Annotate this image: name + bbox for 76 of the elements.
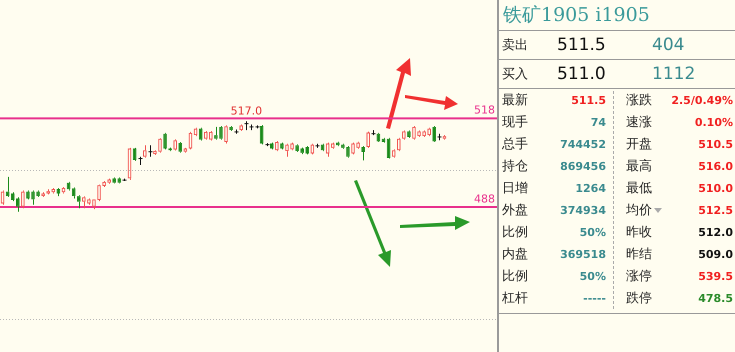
text: 最低: [625, 180, 653, 197]
text: 369518: [559, 248, 606, 260]
text: 2.5/0.49%: [670, 94, 733, 106]
candlestick: [432, 126, 436, 142]
candlestick: [386, 137, 390, 158]
text: 开盘: [625, 136, 653, 153]
text: 512.0: [697, 226, 733, 238]
text: 869456: [559, 160, 606, 172]
candlestick: [361, 146, 365, 161]
text: 涨停: [625, 268, 653, 285]
text: 50%: [578, 270, 606, 282]
annotation: 517.0: [230, 104, 262, 118]
text: 卖出: [501, 37, 529, 54]
text: 现手: [501, 114, 529, 131]
candlestick: [66, 181, 70, 191]
text: -----: [582, 292, 606, 304]
text: 510.0: [697, 182, 733, 194]
text: 512.5: [697, 204, 733, 216]
text: 50%: [578, 226, 606, 238]
candlestick: [132, 148, 136, 162]
candlestick: [214, 126, 218, 140]
candlestick: [280, 142, 284, 150]
text: 最高: [625, 158, 653, 175]
text: 511.0: [557, 64, 607, 84]
text: 744452: [559, 138, 606, 150]
text: 1264: [574, 182, 606, 194]
candlestick: [407, 130, 411, 138]
candlestick: [219, 126, 223, 140]
text: 74: [590, 116, 606, 128]
candlestick: [300, 147, 304, 155]
candlestick: [178, 141, 182, 154]
text: 杠杆: [501, 290, 529, 307]
text: 比例: [501, 224, 529, 241]
text: 1112: [652, 64, 696, 84]
text: 均价: [625, 202, 653, 219]
ref-line-label: 518: [474, 104, 495, 117]
ref-line-label: 488: [474, 192, 495, 206]
candlestick: [72, 187, 76, 199]
text: 速涨: [625, 114, 653, 131]
text: 日增: [501, 180, 529, 197]
candlestick: [118, 176, 122, 183]
text: 516.0: [697, 160, 733, 172]
text: 0.10%: [694, 116, 733, 128]
text: 外盘: [501, 202, 529, 219]
text: 最新: [501, 92, 529, 109]
text: 昨结: [625, 246, 653, 263]
text: 510.5: [697, 138, 733, 150]
candlestick: [382, 137, 386, 142]
text: 铁矿1905 i1905: [499, 0, 735, 31]
candlestick: [260, 124, 264, 145]
text: 509.0: [697, 248, 733, 260]
candlestick: [148, 144, 153, 158]
candlestick: [26, 190, 30, 200]
text: 总手: [501, 136, 529, 153]
text: 持仓: [501, 158, 529, 175]
candlestick: [76, 194, 81, 209]
candlestick: [306, 146, 310, 155]
text: 昨收: [625, 224, 653, 241]
text: 539.5: [697, 270, 733, 282]
text: 374934: [559, 204, 606, 216]
text: 478.5: [697, 292, 733, 304]
text: 511.5: [557, 35, 607, 55]
text: 内盘: [501, 246, 529, 263]
text: 511.5: [570, 94, 606, 106]
text: 比例: [501, 268, 529, 285]
text: 404: [652, 35, 684, 55]
candlestick: [31, 190, 35, 206]
candlestick: [6, 176, 10, 198]
text: 跌停: [625, 290, 653, 307]
candlestick: [16, 196, 20, 212]
candlestick: [265, 142, 270, 146]
candlestick: [56, 188, 60, 197]
text: 买入: [501, 66, 529, 83]
text: 涨跌: [625, 92, 653, 109]
candlestick: [112, 176, 116, 183]
candlestick: [36, 190, 40, 198]
